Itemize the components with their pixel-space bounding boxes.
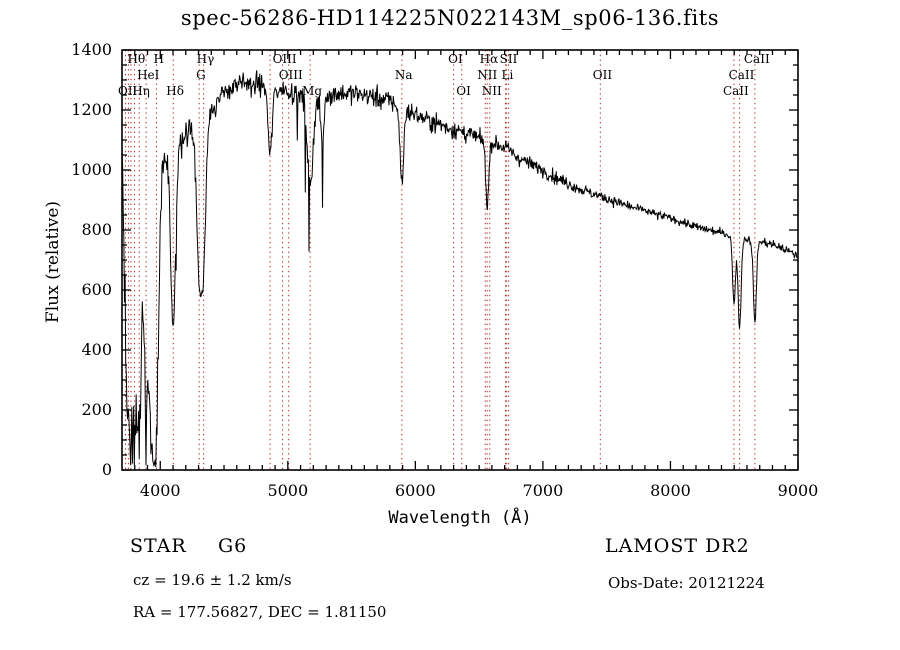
x-tick-label: 6000 — [394, 481, 436, 500]
spectrum-curve — [122, 70, 798, 468]
spectral-line-label: CaII — [728, 68, 755, 82]
y-axis-label: Flux (relative) — [43, 200, 63, 324]
x-tick-label: 5000 — [267, 481, 309, 500]
x-tick-label: 8000 — [650, 481, 691, 500]
spectral-line-label: OI — [448, 52, 463, 66]
spectral-line-label: Li — [501, 68, 514, 82]
spectral-line-label: Hθ — [127, 52, 146, 66]
spectral-line-label: Hα — [479, 52, 499, 66]
spectral-line-label: SII — [499, 52, 518, 66]
cz-value: cz = 19.6 ± 1.2 km/s — [133, 571, 292, 589]
spectral-line-label: OII — [592, 68, 613, 82]
obs-date-value: Obs-Date: 20121224 — [608, 574, 765, 592]
spectral-line-label: Hγ — [196, 52, 215, 66]
spectral-line-label: OIII — [272, 52, 297, 66]
spectral-line-label: OI — [456, 84, 471, 98]
page-title: spec-56286-HD114225N022143M_sp06-136.fit… — [180, 6, 720, 30]
spectral-line-label: NII — [477, 68, 498, 82]
y-tick-label: 600 — [81, 280, 112, 299]
spectral-class-label: G6 — [218, 535, 248, 557]
y-tick-label: 200 — [81, 400, 112, 419]
coordinates-value: RA = 177.56827, DEC = 1.81150 — [133, 603, 387, 621]
survey-label: LAMOST DR2 — [605, 535, 750, 557]
spectral-line-label: CaII — [743, 52, 770, 66]
spectral-line-label: Na — [394, 68, 413, 82]
spectral-line-label: OII — [117, 84, 138, 98]
y-tick-label: 400 — [81, 340, 112, 359]
spectral-line-label: Mg — [302, 84, 323, 98]
y-tick-label: 0 — [101, 460, 112, 479]
spectral-line-label: CaII — [722, 84, 749, 98]
spectral-line-label: Hη — [132, 84, 150, 98]
y-tick-label: 800 — [81, 220, 112, 239]
y-tick-label: 1200 — [71, 100, 112, 119]
y-tick-label: 1400 — [71, 40, 112, 59]
axis-frame — [121, 49, 799, 471]
y-tick-label: 1000 — [71, 160, 112, 179]
object-type-label: STAR — [130, 535, 187, 557]
x-tick-label: 9000 — [777, 481, 819, 500]
spectral-line-label: OIII — [278, 68, 303, 82]
spectral-line-label: NII — [481, 84, 502, 98]
x-tick-label: 7000 — [522, 481, 564, 500]
x-tick-label: 4000 — [139, 481, 181, 500]
spectral-line-label: HeI — [137, 68, 160, 82]
axis-ticks — [122, 49, 799, 471]
spectral-line-label: G — [196, 68, 206, 82]
x-axis-label: Wavelength (Å) — [388, 508, 532, 528]
spectral-line-markers — [124, 50, 756, 470]
spectral-line-label: H — [153, 52, 164, 66]
spectral-line-label: Hδ — [166, 84, 184, 98]
